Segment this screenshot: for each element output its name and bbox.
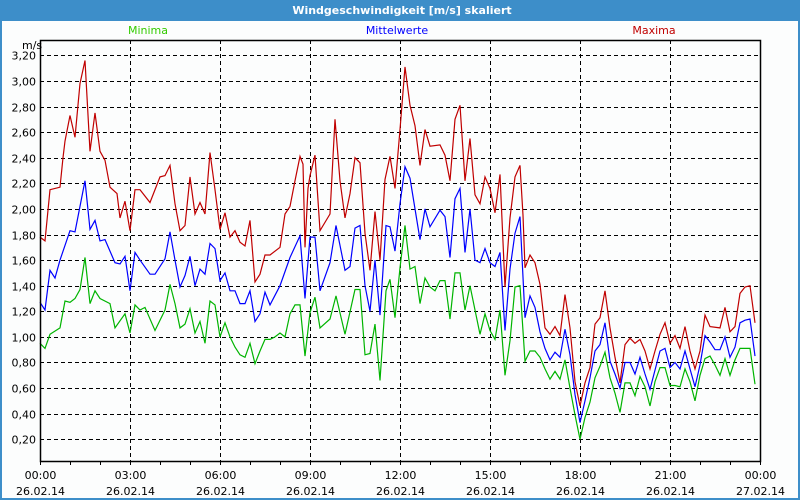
y-tick-label: 0,20 bbox=[12, 434, 37, 447]
y-tick-label: 1,20 bbox=[12, 306, 37, 319]
x-tick-date: 26.02.14 bbox=[196, 485, 245, 498]
legend-maxima: Maxima bbox=[632, 24, 676, 37]
x-tick-date: 26.02.14 bbox=[286, 485, 335, 498]
x-tick-date: 26.02.14 bbox=[106, 485, 155, 498]
series-line-maxima bbox=[39, 60, 756, 407]
x-tick-date: 26.02.14 bbox=[16, 485, 65, 498]
x-tick-time: 21:00 bbox=[655, 469, 687, 482]
x-tick-time: 06:00 bbox=[205, 469, 237, 482]
x-tick-date: 26.02.14 bbox=[556, 485, 605, 498]
window-title: Windgeschwindigkeit [m/s] skaliert bbox=[2, 0, 800, 21]
y-tick-label: 2,00 bbox=[12, 204, 37, 217]
x-tick-time: 09:00 bbox=[295, 469, 327, 482]
y-tick-label: 1,80 bbox=[12, 230, 37, 243]
y-tick-label: 0,80 bbox=[12, 357, 37, 370]
series-line-minima bbox=[39, 225, 756, 440]
x-tick-time: 18:00 bbox=[565, 469, 597, 482]
x-tick-date: 26.02.14 bbox=[646, 485, 695, 498]
x-tick-time: 15:00 bbox=[475, 469, 507, 482]
plot-frame bbox=[39, 39, 762, 463]
y-tick-label: 2,20 bbox=[12, 178, 37, 191]
x-tick-time: 12:00 bbox=[385, 469, 417, 482]
y-axis-unit: m/s bbox=[22, 39, 43, 52]
x-tick-time: 00:00 bbox=[25, 469, 57, 482]
y-tick-label: 2,40 bbox=[12, 153, 37, 166]
y-tick-label: 1,00 bbox=[12, 332, 37, 345]
y-tick-label: 0,40 bbox=[12, 409, 37, 422]
x-tick-time: 03:00 bbox=[115, 469, 147, 482]
x-tick-date: 26.02.14 bbox=[466, 485, 515, 498]
y-tick-label: 2,60 bbox=[12, 127, 37, 140]
legend-minima: Minima bbox=[127, 24, 169, 37]
y-tick-label: 2,80 bbox=[12, 102, 37, 115]
y-tick-label: 1,60 bbox=[12, 255, 37, 268]
y-tick-label: 3,20 bbox=[12, 50, 37, 63]
y-tick-label: 1,40 bbox=[12, 281, 37, 294]
y-tick-label: 0,60 bbox=[12, 383, 37, 396]
legend-mittelwerte: Mittelwerte bbox=[365, 24, 429, 37]
y-tick-label: 3,00 bbox=[12, 76, 37, 89]
x-tick-date: 27.02.14 bbox=[736, 485, 785, 498]
series-line-mittelwerte bbox=[39, 164, 756, 423]
x-tick-date: 26.02.14 bbox=[376, 485, 425, 498]
x-tick-time: 00:00 bbox=[745, 469, 777, 482]
